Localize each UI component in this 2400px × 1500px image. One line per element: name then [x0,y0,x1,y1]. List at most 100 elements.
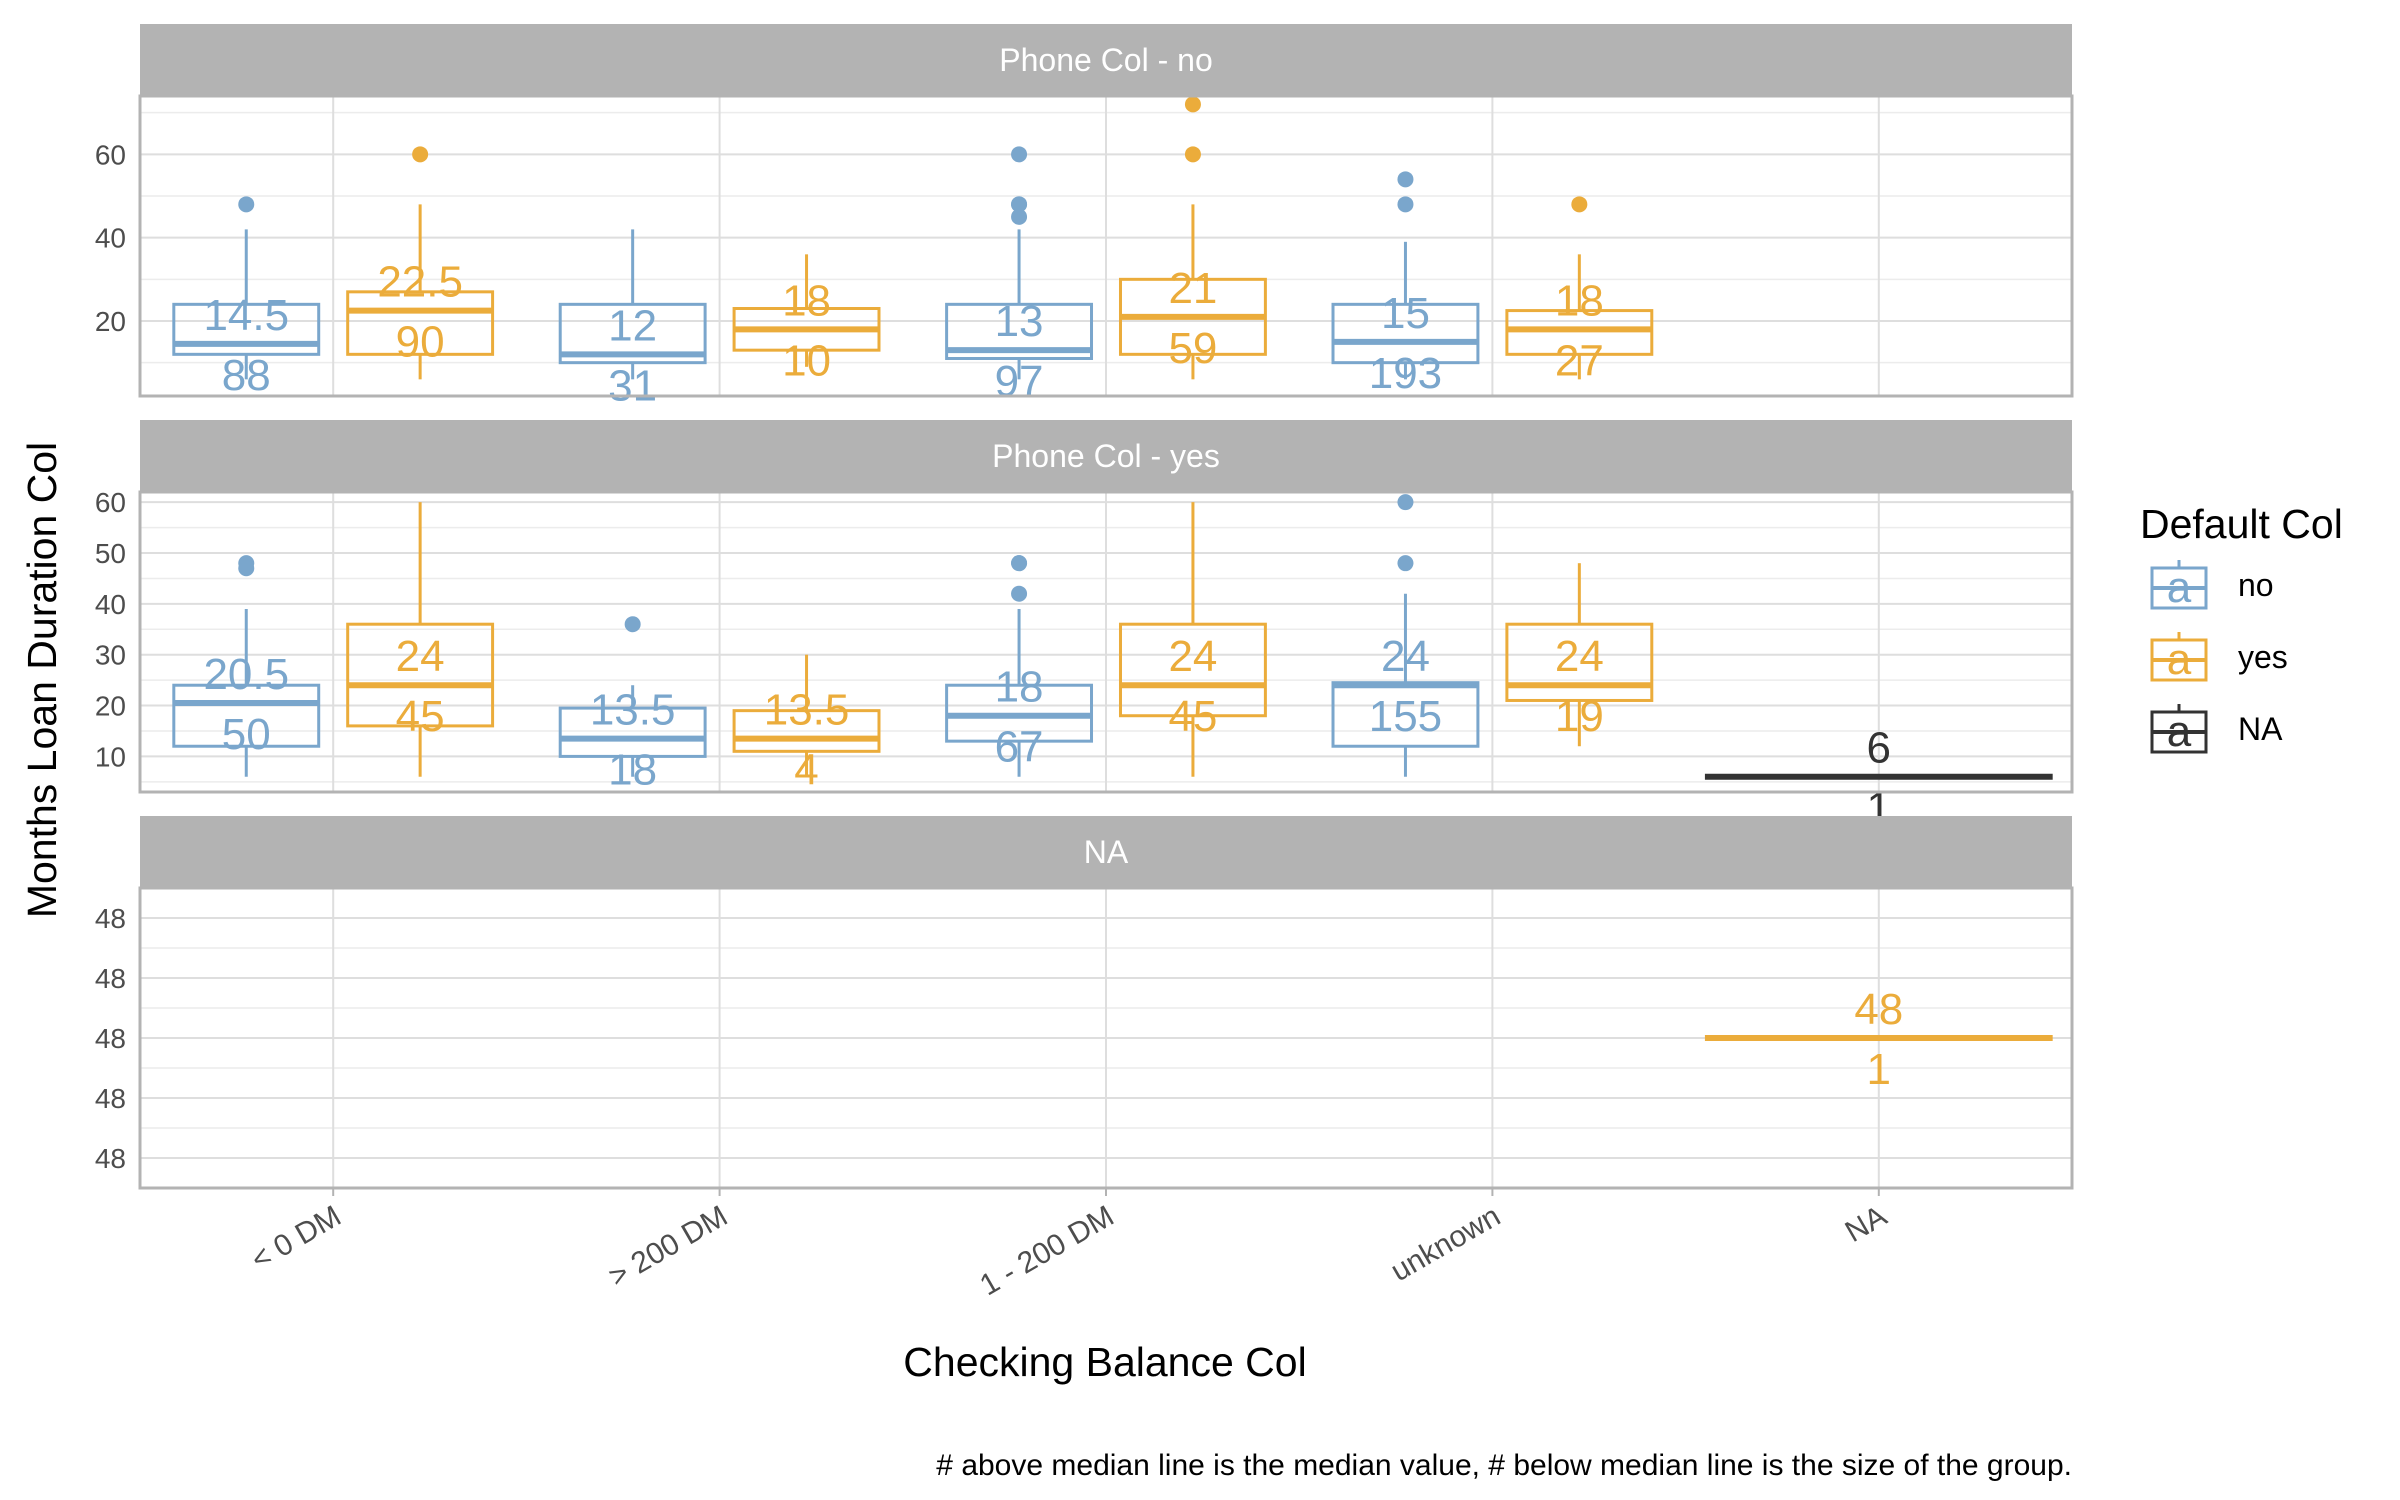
panel-border [138,94,2074,398]
outlier-point [1397,196,1414,213]
outlier-point [1011,146,1028,163]
median-label: 48 [1854,985,1903,1034]
facet-strip [140,816,2072,888]
box-body [1505,622,1654,702]
outlier-point [1184,146,1201,163]
group-size-label: 10 [782,336,831,385]
group-size-label: 27 [1555,336,1604,385]
median-label: 13.5 [764,686,850,735]
x-tick-label: NA [1840,1199,1893,1248]
box-200-dm-no: 13.5 18 [558,616,707,795]
y-tick-label: 40 [95,589,126,620]
x-axis-ticks: < 0 DM > 200 DM 1 - 200 DM unknown NA [246,1188,1893,1302]
group-size-label: 97 [995,357,1044,406]
group-size-label: 88 [222,351,271,400]
outlier-point [1011,585,1028,602]
median-label: 18 [782,276,831,325]
y-tick-label: 30 [95,640,126,671]
outlier-point [1011,555,1028,572]
facet-strip [140,420,2072,492]
legend-title: Default Col [2140,501,2343,547]
box-0-dm-no: 20.5 50 [172,555,321,777]
median-label: 20.5 [203,650,289,699]
group-size-label: 90 [396,318,445,367]
y-tick-label: 10 [95,741,126,772]
facet-strip-label: NA [1084,834,1129,870]
group-size-label: 59 [1168,324,1217,373]
legend-key-glyph: a [2167,635,2192,684]
y-tick-label: 20 [95,306,126,337]
legend-label: no [2238,567,2274,603]
legend-label: NA [2238,711,2283,747]
outlier-point [1571,196,1588,213]
outlier-point [1397,494,1414,511]
median-label: 21 [1168,264,1217,313]
y-tick-label: 48 [95,1083,126,1114]
median-label: 24 [396,632,445,681]
box-body [1118,622,1267,718]
group-size-label: 31 [608,361,657,410]
chart-caption: # above median line is the median value,… [936,1449,2072,1482]
box-body [346,290,495,356]
group-size-label: 4 [794,746,818,795]
box-body [1331,302,1480,365]
group-size-label: 18 [608,746,657,795]
x-tick-label: < 0 DM [246,1199,347,1276]
box-0-dm-yes: 22.5 90 [346,146,495,380]
group-size-label: 45 [396,692,445,741]
box-body [172,302,321,356]
group-size-label: 1 [1867,1045,1891,1094]
group-size-label: 67 [995,723,1044,772]
y-tick-label: 60 [95,487,126,518]
legend-key-na: a NA [2150,704,2283,756]
x-tick-label: 1 - 200 DM [974,1199,1119,1302]
y-tick-label: 40 [95,223,126,254]
x-axis-title: Checking Balance Col [903,1339,1306,1385]
box-na-yes: 481 [1704,985,2053,1094]
legend-key-glyph: a [2167,707,2192,756]
panel-border [138,490,2074,794]
median-label: 13.5 [590,686,676,735]
y-tick-label: 48 [95,1023,126,1054]
y-tick-label: 50 [95,538,126,569]
box-body [346,622,495,728]
x-tick-label: > 200 DM [603,1199,733,1293]
median-label: 18 [995,663,1044,712]
median-label: 24 [1555,632,1604,681]
median-label: 6 [1867,724,1891,773]
box-0-dm-no: 14.5 88 [172,196,321,400]
median-label: 18 [1555,276,1604,325]
legend-key-no: a no [2150,560,2274,612]
outlier-point [412,146,429,163]
outlier-point [238,555,255,572]
facet-strip-label: Phone Col - yes [992,438,1220,474]
box-body [945,302,1094,361]
median-label: 24 [1381,632,1430,681]
outlier-point [1011,196,1028,213]
legend-keys: a no a yes a NA [2150,560,2288,756]
box-body [172,683,321,748]
outlier-point [1184,96,1201,113]
median-label: 12 [608,301,657,350]
y-tick-label: 20 [95,691,126,722]
facet-strip-label: Phone Col - no [999,42,1212,78]
legend: Default Col a no a yes a NA [2140,501,2343,756]
box-body [558,706,707,758]
median-label: 13 [995,297,1044,346]
box-body [1505,309,1654,356]
legend-label: yes [2238,639,2288,675]
box-body [558,302,707,365]
